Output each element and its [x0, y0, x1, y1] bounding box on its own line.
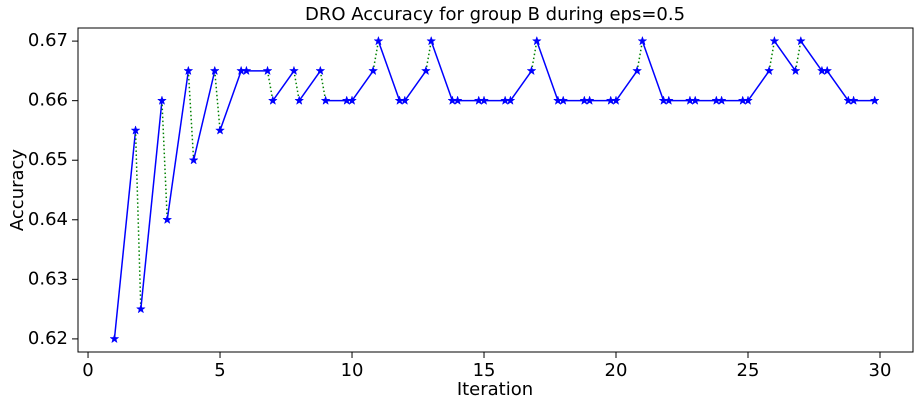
line-segment: [219, 70, 242, 131]
connector-segment: [636, 40, 644, 72]
marker: [743, 95, 754, 105]
marker: [262, 65, 273, 76]
marker: [848, 95, 859, 105]
y-axis-label: Accuracy: [7, 149, 28, 232]
marker: [690, 95, 701, 105]
line-segment: [773, 40, 797, 72]
x-tick-label: 0: [82, 360, 93, 381]
line-segment: [615, 70, 638, 102]
connector-segment: [372, 40, 380, 72]
marker: [373, 35, 384, 46]
marker: [156, 95, 167, 105]
marker: [315, 65, 326, 76]
marker: [267, 95, 278, 105]
x-tick-label: 30: [869, 360, 892, 381]
line-segment: [166, 70, 190, 220]
y-tick-label: 0.62: [28, 328, 68, 349]
line-segment: [826, 70, 849, 102]
x-tick-label: 10: [341, 360, 364, 381]
marker: [584, 95, 595, 105]
marker: [209, 65, 220, 76]
line-segment: [377, 40, 401, 101]
marker: [452, 95, 463, 105]
line-segment: [536, 40, 559, 101]
x-tick-label: 5: [214, 360, 225, 381]
marker: [183, 65, 194, 76]
line-segment: [430, 40, 454, 101]
marker: [790, 65, 801, 76]
x-tick-label: 15: [473, 360, 496, 381]
marker: [531, 35, 542, 46]
marker: [526, 65, 537, 76]
marker: [769, 35, 780, 46]
marker: [420, 65, 431, 76]
marker: [479, 95, 490, 105]
marker: [795, 35, 806, 46]
line-segment: [298, 70, 321, 102]
marker: [294, 95, 305, 105]
line-segment: [641, 40, 665, 101]
marker: [632, 65, 643, 76]
marker: [558, 95, 569, 105]
marker: [215, 125, 226, 135]
line-segment: [140, 100, 163, 310]
marker: [764, 65, 775, 76]
marker: [162, 214, 173, 225]
line-segment: [747, 70, 770, 102]
connector-segment: [187, 70, 195, 161]
y-tick-label: 0.64: [28, 209, 68, 230]
x-tick-label: 20: [605, 360, 628, 381]
marker: [130, 125, 141, 135]
y-tick-label: 0.65: [28, 149, 68, 170]
y-tick-label: 0.66: [28, 90, 68, 111]
line-segment: [272, 70, 295, 102]
connector-segment: [134, 130, 142, 310]
marker: [188, 154, 199, 165]
line-segment: [800, 40, 823, 72]
connector-segment: [768, 40, 776, 72]
marker: [368, 65, 379, 76]
x-axis-label: Iteration: [457, 379, 533, 400]
plot-frame: [77, 27, 914, 353]
chart-title: DRO Accuracy for group B during eps=0.5: [305, 4, 685, 25]
marker: [241, 65, 252, 76]
connector-segment: [319, 70, 327, 101]
line-segment: [113, 130, 137, 339]
connector-segment: [794, 40, 802, 72]
line-segment: [192, 70, 216, 161]
line-segment: [351, 70, 374, 102]
marker: [822, 65, 833, 76]
marker: [505, 95, 516, 105]
marker: [347, 95, 358, 105]
y-tick-label: 0.63: [28, 268, 68, 289]
marker: [135, 303, 146, 314]
line-segment: [404, 70, 427, 102]
marker: [320, 95, 331, 105]
marker: [426, 35, 437, 46]
marker: [637, 35, 648, 46]
x-tick-label: 25: [737, 360, 760, 381]
connector-segment: [293, 70, 300, 101]
connector-segment: [425, 40, 432, 72]
connector-segment: [266, 70, 274, 101]
marker: [611, 95, 622, 105]
marker: [399, 95, 410, 105]
marker: [869, 95, 880, 105]
marker: [288, 65, 299, 76]
marker: [716, 95, 727, 105]
connector-segment: [530, 40, 538, 72]
line-segment: [509, 70, 533, 102]
y-tick-label: 0.67: [28, 30, 68, 51]
marker: [663, 95, 674, 105]
marker: [109, 333, 120, 344]
